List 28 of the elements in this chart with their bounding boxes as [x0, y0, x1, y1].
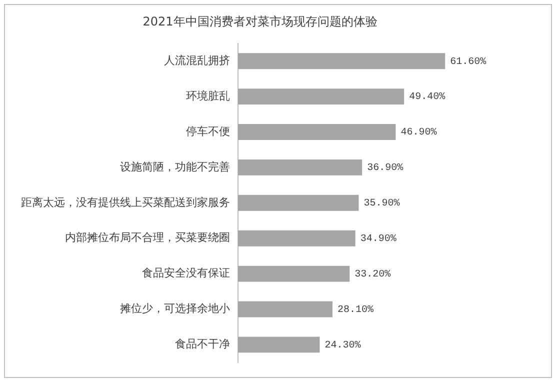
y-tick-label: 内部摊位布局不合理，买菜要绕圈: [65, 231, 230, 244]
data-label: 36.90%: [367, 163, 404, 174]
y-tick-label: 停车不便: [186, 124, 230, 138]
data-label: 35.90%: [364, 198, 400, 210]
bar: [238, 230, 356, 246]
data-label: 24.30%: [324, 340, 361, 352]
y-tick-label: 食品不干净: [175, 338, 230, 351]
y-tick-label: 距离太远，没有提供线上买菜配送到家服务: [21, 196, 230, 209]
bar: [238, 88, 404, 105]
bar: [238, 301, 332, 318]
y-tick-label: 食品安全没有保证: [142, 266, 230, 280]
data-label: 28.10%: [337, 304, 374, 316]
y-tick-label: 设施简陋，功能不完善: [120, 160, 230, 174]
bar: [238, 266, 350, 282]
data-label: 34.90%: [360, 234, 396, 245]
y-tick-label: 摊位少，可选择余地小: [120, 302, 230, 316]
data-label: 33.20%: [354, 269, 391, 280]
y-tick-label: 环境脏乱: [186, 89, 230, 102]
y-tick-label: 人流混乱拥挤: [164, 54, 230, 67]
bar: [238, 159, 362, 176]
data-label: 46.90%: [400, 128, 437, 139]
bar: [238, 194, 359, 211]
bar: [238, 53, 446, 70]
bar: [238, 336, 320, 353]
data-label: 61.60%: [450, 56, 486, 68]
data-label: 49.40%: [409, 92, 446, 104]
bar: [238, 124, 396, 140]
chart-title: 2021年中国消费者对菜市场现存问题的体验: [142, 14, 378, 28]
